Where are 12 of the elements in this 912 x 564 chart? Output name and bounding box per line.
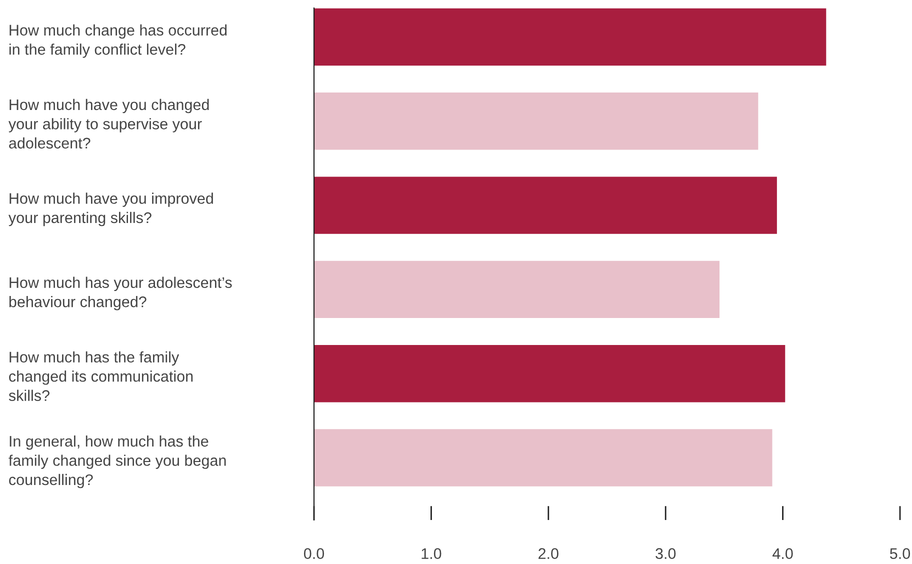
y-tick-label: How much has the family changed its communication skills? — [8, 351, 193, 401]
x-tick-label: 1.0 — [422, 548, 442, 559]
x-tick-label: 0.0 — [304, 548, 324, 559]
y-tick-label: In general, how much has the family changed since you began counselling? — [8, 435, 226, 488]
x-tick-label: 4.0 — [772, 548, 793, 559]
x-tick-label: 2.0 — [538, 548, 558, 559]
x-tick-label: 5.0 — [890, 548, 910, 559]
y-tick-label: How much have you changed your ability to supervise your adolescent? — [8, 98, 209, 149]
y-tick-label: How much has your adolescent’s behaviour changed? — [9, 276, 232, 310]
y-tick-label: How much have you improved your parenting skills? — [8, 192, 213, 226]
x-tick-label: 3.0 — [656, 548, 676, 559]
y-tick-label: How much change has occurred in the family conflict level? — [9, 24, 227, 58]
